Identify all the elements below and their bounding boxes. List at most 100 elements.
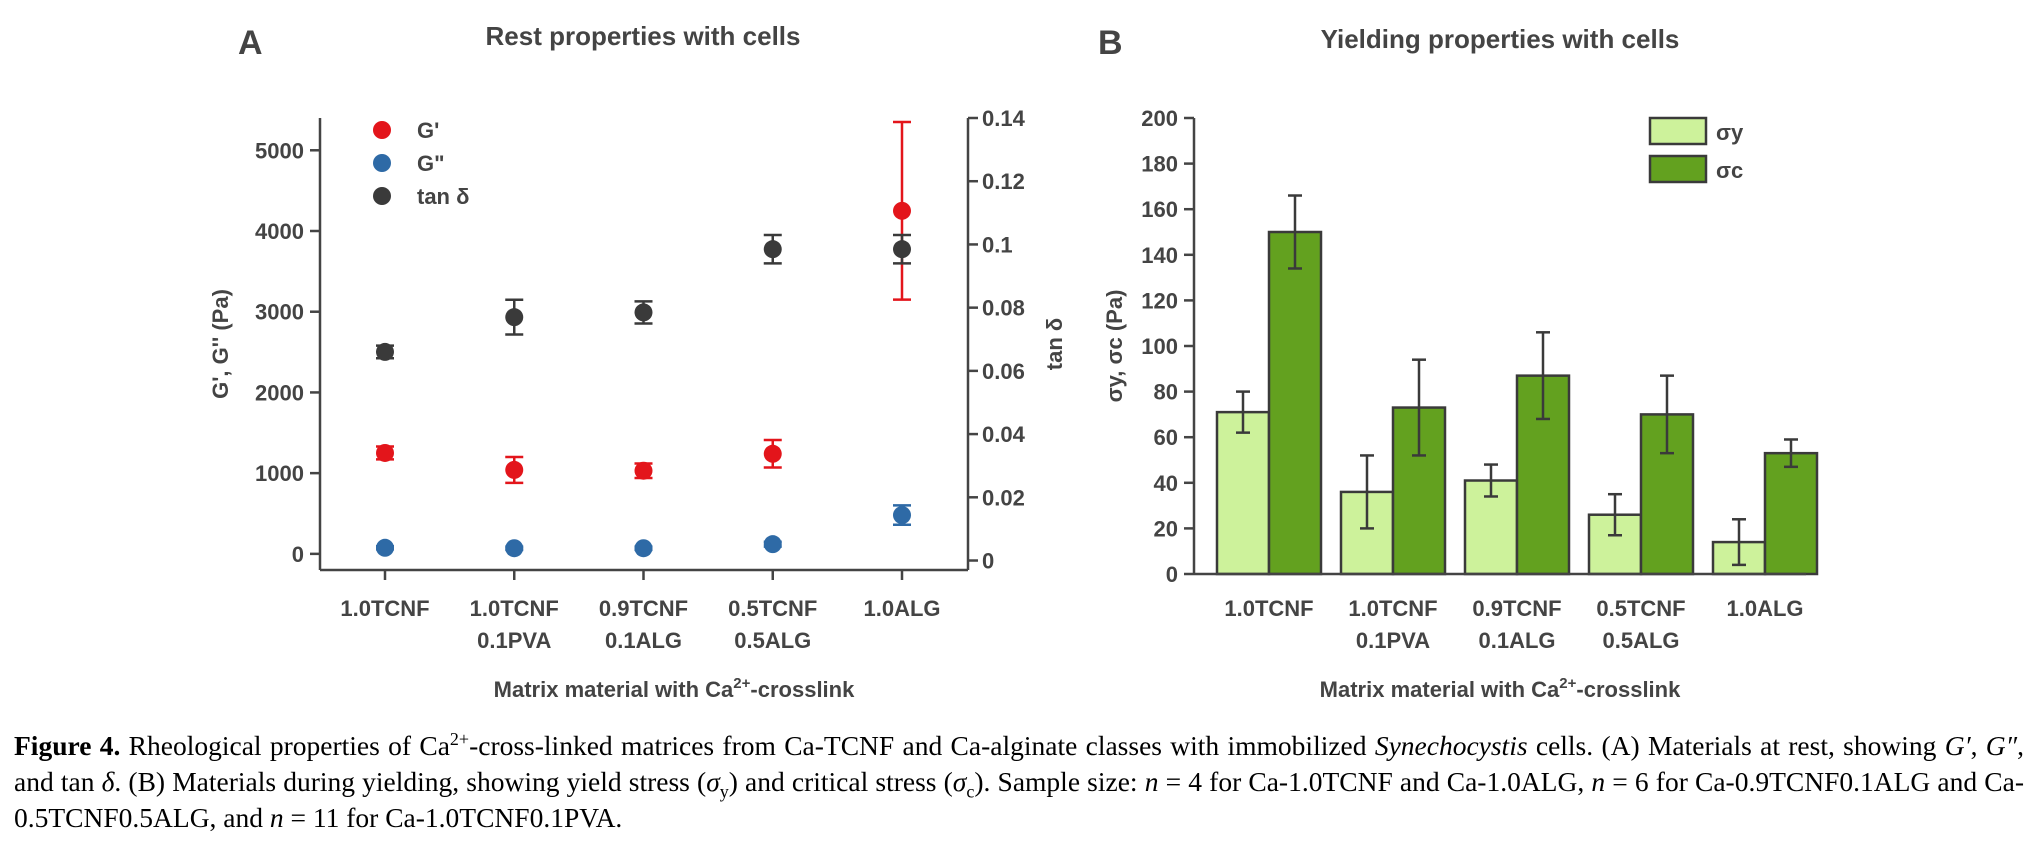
caption-label: Figure 4. — [14, 730, 121, 761]
caption-segment: = 6 for Ca-0.9TCNF0.1ALG and Ca-0.5TCNF0… — [14, 766, 2024, 833]
data-point — [763, 240, 782, 259]
caption-segment: c — [966, 781, 975, 802]
right-y-tick-label: 0.02 — [982, 485, 1025, 510]
figure-4: A Rest properties with cells 01000200030… — [208, 21, 1819, 700]
data-point — [634, 539, 653, 558]
data-point — [376, 538, 394, 557]
caption-segment: , — [1970, 730, 1986, 761]
y-tick-label: 140 — [1141, 243, 1178, 268]
caption-segment: = 4 for Ca-1.0TCNF and Ca-1.0ALG, — [1158, 766, 1592, 797]
x-tick-label: 0.5TCNF — [728, 596, 817, 621]
legend-marker — [373, 187, 391, 205]
legend-label: G' — [417, 118, 439, 143]
legend-marker — [373, 121, 391, 139]
caption-segment: δ — [101, 766, 115, 797]
data-point — [505, 308, 524, 327]
x-tick-label: 0.5ALG — [734, 628, 811, 653]
caption-segment: , and tan — [14, 730, 2024, 797]
right-y-tick-label: 0.06 — [982, 359, 1025, 384]
caption-segment: y — [719, 781, 729, 802]
panel-a-title: Rest properties with cells — [486, 21, 801, 51]
panel-b-title: Yielding properties with cells — [1321, 24, 1680, 54]
caption-segment: G′ — [1944, 730, 1971, 761]
data-point — [893, 506, 911, 525]
x-axis-title: Matrix material with Ca2+-crosslink — [494, 675, 855, 700]
data-point — [893, 201, 911, 220]
caption-body: Rheological properties of Ca2+-cross-lin… — [14, 730, 2024, 833]
left-y-tick-label: 5000 — [255, 138, 304, 163]
legend-swatch — [1648, 116, 1708, 146]
legend-swatch — [1648, 154, 1708, 184]
x-tick-label: 0.1ALG — [1478, 628, 1555, 653]
caption-segment: ). Sample size: — [974, 766, 1145, 797]
panel-a-plot: 0 1000 2000 3000 4000 5000 0 0.02 0.04 0.06 0.08 0.… — [208, 106, 1067, 700]
caption-segment: ) and critical stress ( — [728, 766, 953, 797]
bar — [1267, 230, 1323, 576]
x-tick-label: 0.9TCNF — [1472, 596, 1561, 621]
caption-segment: = 11 for Ca-1.0TCNF0.1PVA. — [283, 802, 623, 833]
y-tick-label: 20 — [1154, 516, 1178, 541]
data-point — [763, 444, 782, 463]
x-tick-label: 1.0TCNF — [340, 596, 429, 621]
legend-label: G" — [417, 151, 445, 176]
x-tick-label: 1.0TCNF — [1348, 596, 1437, 621]
y-tick-label: 200 — [1141, 106, 1178, 131]
caption-segment: Synechocystis — [1374, 730, 1528, 761]
x-tick-label: 0.5ALG — [1602, 628, 1679, 653]
caption-segment: n — [1144, 766, 1159, 797]
data-point — [505, 460, 524, 479]
right-y-tick-label: 0.04 — [982, 422, 1026, 447]
y-axis-title: σy, σc (Pa) — [1102, 290, 1127, 403]
y-tick-label: 80 — [1154, 380, 1178, 405]
caption-segment: -cross-linked matrices from Ca-TCNF and … — [469, 730, 1375, 761]
caption-segment: σ — [952, 766, 967, 797]
legend-label: σy — [1716, 120, 1744, 145]
y-tick-label: 60 — [1154, 425, 1178, 450]
x-tick-label: 0.1PVA — [477, 628, 551, 653]
x-tick-label: 0.5TCNF — [1596, 596, 1685, 621]
panel-b-letter: B — [1098, 24, 1123, 62]
x-axis-title: Matrix material with Ca2+-crosslink — [1320, 675, 1681, 700]
panel-b-plot: 0 20 40 60 80 100 120 140 160 180 200 1.0TCNF 1.0TCN… — [1102, 106, 1819, 700]
y-tick-label: 120 — [1141, 288, 1178, 313]
left-y-tick-label: 1000 — [255, 461, 304, 486]
right-y-tick-label: 0.08 — [982, 296, 1025, 321]
legend-label: tan δ — [417, 184, 469, 209]
x-tick-label: 0.1PVA — [1356, 628, 1430, 653]
caption-segment: G″ — [1985, 730, 2018, 761]
bar — [1215, 410, 1271, 576]
x-tick-label: 0.1ALG — [605, 628, 682, 653]
data-point — [763, 535, 782, 554]
data-point — [376, 443, 394, 462]
left-y-tick-label: 4000 — [255, 219, 304, 244]
right-y-tick-label: 0 — [982, 549, 994, 574]
data-point — [376, 342, 394, 361]
y-tick-label: 180 — [1141, 152, 1178, 177]
legend-label: σc — [1716, 158, 1743, 183]
caption-segment: σ — [706, 766, 720, 797]
x-tick-label: 1.0TCNF — [1224, 596, 1313, 621]
left-y-tick-label: 0 — [292, 542, 304, 567]
data-point — [634, 461, 653, 480]
y-tick-label: 160 — [1141, 197, 1178, 222]
left-y-tick-label: 2000 — [255, 380, 304, 405]
panel-a-letter: A — [238, 24, 263, 62]
x-tick-label: 1.0ALG — [863, 596, 940, 621]
right-y-axis-title: tan δ — [1042, 318, 1067, 370]
caption-segment: 2+ — [449, 728, 470, 749]
right-y-tick-label: 0.14 — [982, 106, 1026, 131]
x-tick-label: 0.9TCNF — [599, 596, 688, 621]
caption-segment: cells. (A) Materials at rest, showing — [1527, 730, 1945, 761]
left-y-axis-title: G', G'' (Pa) — [208, 289, 233, 399]
right-y-tick-label: 0.12 — [982, 169, 1025, 194]
y-tick-label: 0 — [1166, 562, 1178, 587]
caption-segment: n — [1591, 766, 1606, 797]
caption-segment: Rheological properties of Ca — [120, 730, 450, 761]
caption-segment: . (B) Materials during yielding, showing… — [114, 766, 707, 797]
right-y-tick-label: 0.1 — [982, 232, 1013, 257]
x-tick-label: 1.0TCNF — [470, 596, 559, 621]
x-tick-label: 1.0ALG — [1726, 596, 1803, 621]
y-tick-label: 100 — [1141, 334, 1178, 359]
data-point — [505, 539, 524, 558]
bar — [1763, 451, 1819, 576]
